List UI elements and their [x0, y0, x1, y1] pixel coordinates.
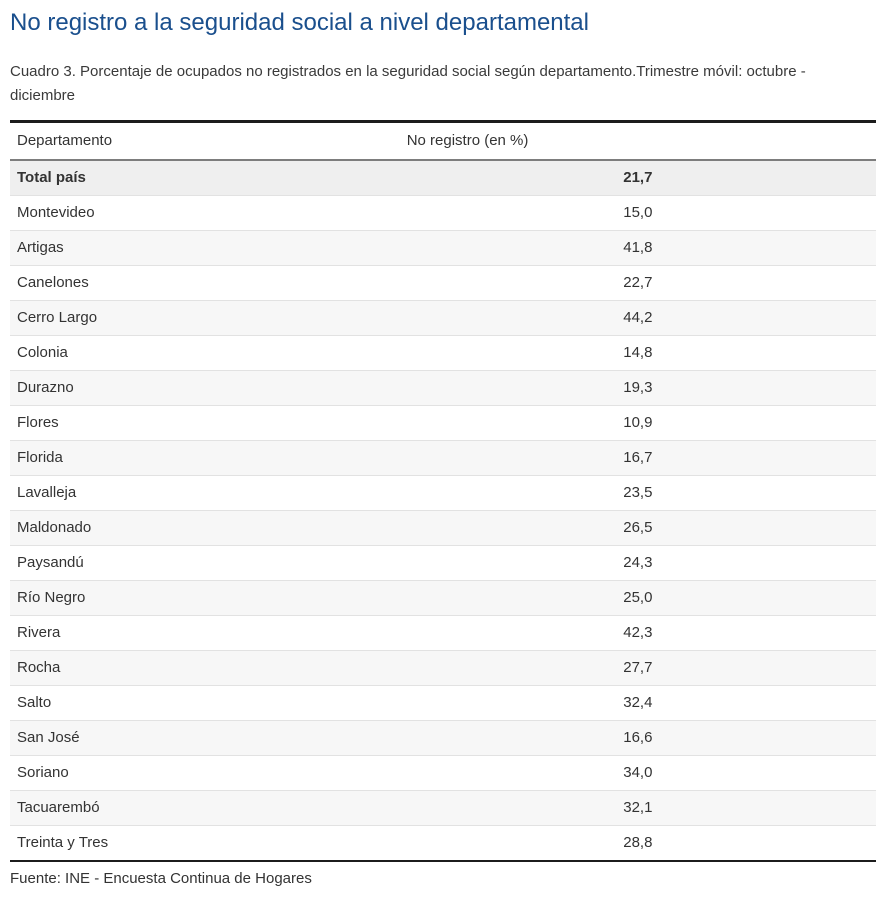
table-row: Florida 16,7 [10, 440, 876, 476]
table-row: Treinta y Tres 28,8 [10, 825, 876, 861]
department-cell: Artigas [17, 239, 64, 256]
department-cell: Tacuarembó [17, 799, 100, 816]
source-note: Fuente: INE - Encuesta Continua de Hogar… [10, 870, 312, 887]
value-cell: 19,3 [623, 379, 653, 396]
department-cell: Río Negro [17, 589, 86, 606]
department-cell: Canelones [17, 274, 89, 291]
value-cell: 22,7 [623, 274, 653, 291]
column-header-no-registro: No registro (en %) [406, 132, 529, 149]
department-cell: Durazno [17, 379, 74, 396]
header-row: Departamento No registro (en %) [10, 121, 876, 160]
department-cell: Total país [17, 169, 86, 186]
table-row: Río Negro 25,0 [10, 580, 876, 616]
value-cell: 23,5 [623, 484, 653, 501]
department-cell: Maldonado [17, 519, 92, 536]
value-cell: 42,3 [623, 624, 653, 641]
table-row: Canelones 22,7 [10, 265, 876, 301]
department-cell: Colonia [17, 344, 68, 361]
table-row: Artigas 41,8 [10, 230, 876, 266]
table-row: Maldonado 26,5 [10, 510, 876, 546]
department-cell: Montevideo [17, 204, 95, 221]
table-row: Rivera 42,3 [10, 615, 876, 651]
table-row: Cerro Largo 44,2 [10, 300, 876, 336]
department-cell: Flores [17, 414, 59, 431]
department-cell: Lavalleja [17, 484, 77, 501]
value-cell: 34,0 [623, 764, 653, 781]
data-table: Departamento No registro (en %) Total pa… [10, 120, 876, 862]
department-cell: Florida [17, 449, 63, 466]
table-row: Montevideo 15,0 [10, 195, 876, 231]
table-row: Lavalleja 23,5 [10, 475, 876, 511]
table-header: Departamento No registro (en %) [10, 121, 876, 160]
value-cell: 26,5 [623, 519, 653, 536]
department-cell: Cerro Largo [17, 309, 98, 326]
page-title: No registro a la seguridad social a nive… [10, 9, 589, 36]
total-row: Total país 21,7 [10, 160, 876, 196]
table-row: Flores 10,9 [10, 405, 876, 441]
department-cell: Rivera [17, 624, 61, 641]
table-row: Tacuarembó 32,1 [10, 790, 876, 826]
value-cell: 28,8 [623, 834, 653, 851]
table-row: Colonia 14,8 [10, 335, 876, 371]
table-row: San José 16,6 [10, 720, 876, 756]
department-cell: Rocha [17, 659, 61, 676]
value-cell: 24,3 [623, 554, 653, 571]
department-cell: Paysandú [17, 554, 84, 571]
table-row: Soriano 34,0 [10, 755, 876, 791]
value-cell: 25,0 [623, 589, 653, 606]
table-body: Total país 21,7 Montevideo 15,0 Artigas 41,8 C… [10, 160, 876, 861]
table-row: Salto 32,4 [10, 685, 876, 721]
department-cell: Salto [17, 694, 52, 711]
table-row: Rocha 27,7 [10, 650, 876, 686]
value-cell: 16,7 [623, 449, 653, 466]
value-cell: 41,8 [623, 239, 653, 256]
table-caption: Cuadro 3. Porcentaje de ocupados no regi… [10, 63, 806, 104]
value-cell: 15,0 [623, 204, 653, 221]
table-row: Paysandú 24,3 [10, 545, 876, 581]
value-cell: 14,8 [623, 344, 653, 361]
column-header-departamento: Departamento [17, 132, 113, 149]
value-cell: 21,7 [623, 169, 653, 186]
value-cell: 16,6 [623, 729, 653, 746]
department-cell: Treinta y Tres [17, 834, 109, 851]
department-cell: San José [17, 729, 80, 746]
value-cell: 44,2 [623, 309, 653, 326]
value-cell: 32,1 [623, 799, 653, 816]
value-cell: 10,9 [623, 414, 653, 431]
department-cell: Soriano [17, 764, 69, 781]
table-row: Durazno 19,3 [10, 370, 876, 406]
value-cell: 32,4 [623, 694, 653, 711]
value-cell: 27,7 [623, 659, 653, 676]
